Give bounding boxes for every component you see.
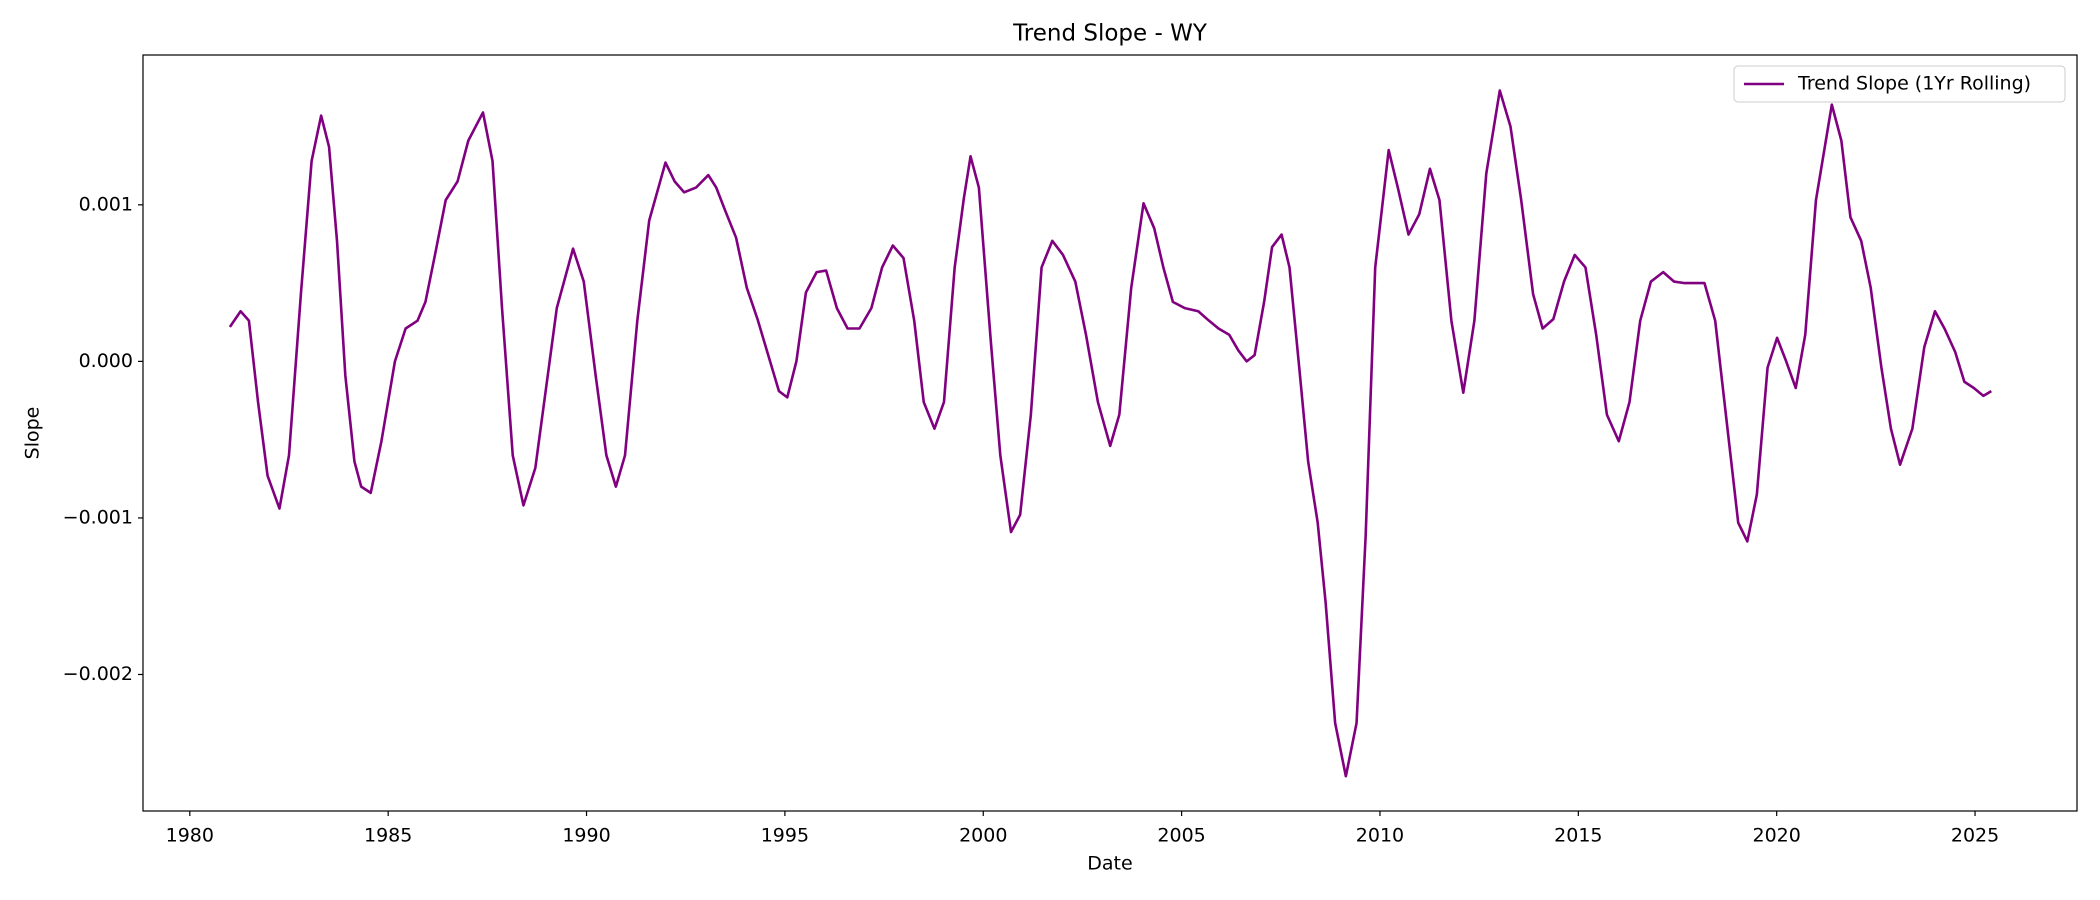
x-tick-label: 1980 [166,825,214,847]
y-tick-label: −0.002 [63,663,133,685]
data-line [228,89,1992,778]
x-tick-label: 1990 [562,825,610,847]
legend-box [1733,65,2066,103]
x-tick-label: 2020 [1753,825,1801,847]
chart-title: Trend Slope - WY [1012,21,1208,47]
x-tick-label: 2000 [959,825,1007,847]
x-tick-label: 2025 [1951,825,1999,847]
x-tick-label: 2005 [1157,825,1205,847]
x-tick-label: 2010 [1356,825,1404,847]
y-tick-label: −0.001 [63,506,133,528]
x-tick-label: 1995 [761,825,809,847]
x-tick-label: 1985 [364,825,412,847]
y-tick-label: 0.000 [79,350,133,372]
x-tick-label: 2015 [1554,825,1602,847]
x-axis-label: Date [1087,853,1132,875]
y-tick-label: 0.001 [79,193,133,215]
y-axis-label: Slope [22,407,44,460]
legend-label: Trend Slope (1Yr Rolling) [1797,73,2031,95]
plot-frame [142,54,2078,812]
